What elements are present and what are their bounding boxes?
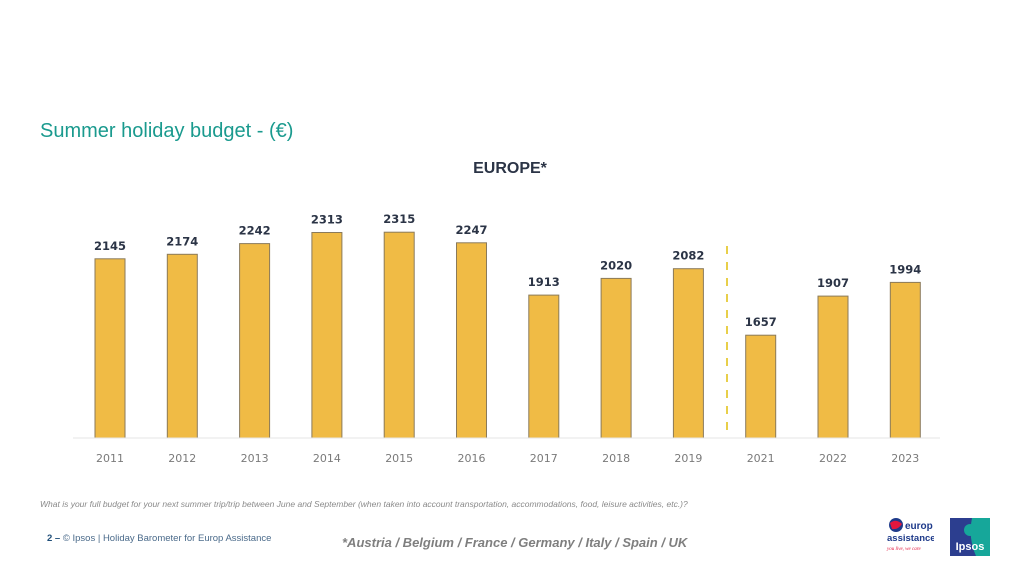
data-label-2017: 1913 xyxy=(528,275,560,289)
x-tick-2018: 2018 xyxy=(602,452,630,465)
page-number: 2 – xyxy=(47,533,61,544)
bar-2022 xyxy=(817,295,849,439)
data-label-2015: 2315 xyxy=(383,212,415,226)
bar-2013 xyxy=(239,243,271,439)
source-text: © Ipsos | Holiday Barometer for Europ As… xyxy=(62,533,272,544)
x-tick-2016: 2016 xyxy=(458,452,486,465)
countries-note: *Austria / Belgium / France / Germany / … xyxy=(342,535,688,550)
x-tick-2021: 2021 xyxy=(747,452,775,465)
bar-2021 xyxy=(745,334,777,439)
bar-2018 xyxy=(600,277,632,439)
logo-ea-line3: you live, we care xyxy=(886,547,921,552)
bar-2012 xyxy=(166,253,198,439)
bar-2011 xyxy=(94,258,126,439)
x-tick-2012: 2012 xyxy=(168,452,196,465)
data-label-2019: 2082 xyxy=(672,249,704,263)
data-label-2011: 2145 xyxy=(94,239,126,253)
ipsos-logo: Ipsos xyxy=(950,518,990,556)
data-label-2018: 2020 xyxy=(600,258,632,272)
data-label-2023: 1994 xyxy=(889,262,921,276)
logo-ipsos-text: Ipsos xyxy=(956,541,985,553)
data-label-2021: 1657 xyxy=(745,315,777,329)
data-label-2012: 2174 xyxy=(166,234,198,248)
x-tick-2023: 2023 xyxy=(891,452,919,465)
europ-assistance-logo: europ assistance you live, we care xyxy=(886,518,934,552)
logo-ea-line1: europ xyxy=(905,521,933,532)
bar-2016 xyxy=(456,242,487,439)
bar-2023 xyxy=(889,281,921,439)
bar-2014 xyxy=(311,232,343,439)
survey-question-footnote: What is your full budget for your next s… xyxy=(40,499,688,509)
bar-2019 xyxy=(672,268,704,439)
x-tick-2017: 2017 xyxy=(530,452,558,465)
x-tick-2019: 2019 xyxy=(674,452,702,465)
bar-2015 xyxy=(383,231,415,439)
logo-ea-line2: assistance xyxy=(887,533,934,544)
chart-subtitle: EUROPE* xyxy=(473,160,547,177)
data-label-2022: 1907 xyxy=(817,276,849,290)
data-label-2013: 2242 xyxy=(239,224,271,238)
x-tick-2022: 2022 xyxy=(819,452,847,465)
x-tick-2011: 2011 xyxy=(96,452,124,465)
data-label-2016: 2247 xyxy=(455,223,487,237)
bar-2017 xyxy=(528,294,560,439)
data-label-2014: 2313 xyxy=(311,213,343,227)
x-tick-2015: 2015 xyxy=(385,452,413,465)
page-title: Summer holiday budget - (€) xyxy=(40,120,294,142)
x-tick-2013: 2013 xyxy=(241,452,269,465)
footer-source: 2 – © Ipsos | Holiday Barometer for Euro… xyxy=(47,533,271,544)
x-tick-2014: 2014 xyxy=(313,452,341,465)
